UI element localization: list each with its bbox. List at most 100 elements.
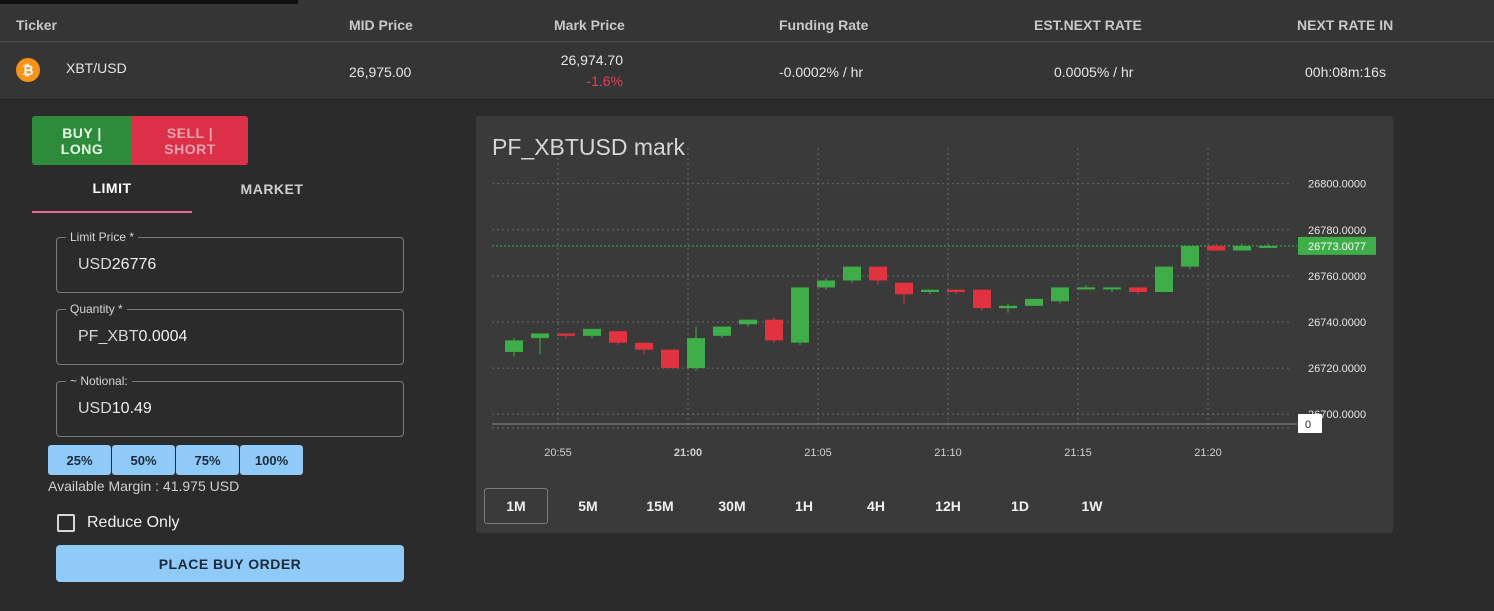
timeframe-5m-button[interactable]: 5M (556, 488, 620, 524)
next-rate-in-value: 00h:08m:16s (1305, 64, 1386, 80)
candle-body (635, 342, 653, 350)
y-tick-label: 26700.0000 (1308, 409, 1366, 421)
y-tick-label: 26800.0000 (1308, 179, 1366, 191)
candle-body (583, 328, 601, 336)
chart-title: PF_XBTUSD mark (492, 134, 685, 160)
notional-value: 10.49 (111, 400, 152, 417)
candle-body (895, 282, 913, 295)
available-margin: Available Margin : 41.975 USD (48, 478, 240, 494)
candle-body (1233, 245, 1251, 251)
candle-body (739, 319, 757, 325)
pct-75-button[interactable]: 75% (176, 445, 239, 475)
header-ticker: Ticker (16, 17, 57, 33)
x-tick-label: 21:00 (674, 447, 702, 459)
candle-body (1155, 266, 1173, 292)
candle-body (609, 331, 627, 343)
volume-zero-label: 0 (1305, 419, 1311, 431)
candle-body (973, 289, 991, 309)
chart-card: 26700.0000 26720.0000 26740.0000 26760.0000… (476, 116, 1393, 533)
header-mid-price: MID Price (349, 17, 413, 33)
last-price-tag (1298, 236, 1376, 255)
limit-price-prefix: USD (78, 256, 112, 273)
candle-body (1181, 245, 1199, 267)
pct-25-button[interactable]: 25% (48, 445, 111, 475)
y-tick-label: 26720.0000 (1308, 363, 1366, 375)
candle-body (557, 333, 575, 336)
mid-price-value: 26,975.00 (349, 64, 412, 80)
ticker-table: Ticker MID Price Mark Price Funding Rate… (0, 0, 1494, 100)
last-price-label: 26773.0077 (1308, 241, 1366, 253)
candlestick-chart[interactable]: 26700.0000 26720.0000 26740.0000 26760.0000… (476, 116, 1393, 476)
x-tick-label: 20:55 (544, 447, 572, 459)
notional-input[interactable]: USD10.49 (78, 400, 152, 418)
tab-limit[interactable]: LIMIT (32, 165, 192, 213)
candle-body (869, 266, 887, 281)
reduce-only-control[interactable]: Reduce Only (57, 514, 180, 532)
y-tick-label: 26760.0000 (1308, 271, 1366, 283)
reduce-only-checkbox[interactable] (57, 514, 75, 532)
x-tick-label: 21:05 (804, 447, 832, 459)
timeframe-1m-button[interactable]: 1M (484, 488, 548, 524)
candle-body (765, 319, 783, 341)
candle-body (999, 305, 1017, 309)
limit-price-value: 26776 (111, 256, 157, 273)
quantity-value: 0.0004 (138, 328, 188, 345)
pct-50-button[interactable]: 50% (112, 445, 175, 475)
order-type-tabs: LIMIT MARKET (32, 165, 352, 213)
notional-field[interactable]: ~ Notional: USD10.49 (56, 374, 404, 437)
limit-price-input[interactable]: USD26776 (78, 256, 156, 274)
timeframe-selector: 1M 5M 15M 30M 1H 4H 12H 1D 1W (484, 488, 1132, 524)
candle-body (1077, 287, 1095, 290)
mark-price-change: -1.6% (586, 73, 623, 89)
candle-body (843, 266, 861, 281)
candle-body (947, 289, 965, 292)
header-funding-rate: Funding Rate (779, 17, 869, 33)
candle-body (1025, 298, 1043, 306)
timeframe-1w-button[interactable]: 1W (1060, 488, 1124, 524)
timeframe-4h-button[interactable]: 4H (844, 488, 908, 524)
percent-buttons: 25% 50% 75% 100% (48, 445, 304, 475)
timeframe-12h-button[interactable]: 12H (916, 488, 980, 524)
x-tick-label: 21:15 (1064, 447, 1092, 459)
buy-long-button[interactable]: BUY | LONG (32, 116, 132, 165)
candle-body (1051, 287, 1069, 302)
candle-body (791, 287, 809, 343)
candle-body (505, 340, 523, 352)
timeframe-15m-button[interactable]: 15M (628, 488, 692, 524)
candle-body (661, 349, 679, 369)
bitcoin-icon: ₿ (16, 58, 40, 82)
quantity-prefix: PF_XBT (78, 328, 139, 345)
place-buy-order-button[interactable]: PLACE BUY ORDER (56, 545, 404, 582)
ticker-row[interactable]: ₿ XBT/USD 26,975.00 26,974.70 -1.6% -0.0… (0, 43, 1494, 100)
candle-body (817, 280, 835, 288)
timeframe-1h-button[interactable]: 1H (772, 488, 836, 524)
mark-price-value: 26,974.70 (560, 52, 623, 68)
timeframe-30m-button[interactable]: 30M (700, 488, 764, 524)
x-tick-label: 21:10 (934, 447, 962, 459)
quantity-field[interactable]: Quantity * PF_XBT0.0004 (56, 302, 404, 365)
top-accent-bar (0, 0, 298, 4)
ticker-header-row: Ticker MID Price Mark Price Funding Rate… (0, 6, 1494, 42)
side-toggle: BUY | LONG SELL | SHORT (32, 116, 248, 165)
candle-body (1259, 245, 1277, 248)
candle-body (1129, 287, 1147, 292)
quantity-input[interactable]: PF_XBT0.0004 (78, 328, 187, 346)
timeframe-1d-button[interactable]: 1D (988, 488, 1052, 524)
pct-100-button[interactable]: 100% (240, 445, 303, 475)
candle-body (1103, 287, 1121, 290)
header-mark-price: Mark Price (554, 17, 625, 33)
header-next-rate-in: NEXT RATE IN (1297, 17, 1394, 33)
quantity-label: Quantity * (66, 302, 127, 316)
limit-price-label: Limit Price * (66, 230, 139, 244)
funding-rate-value: -0.0002% / hr (779, 64, 864, 80)
ticker-symbol: XBT/USD (66, 60, 127, 76)
y-tick-label: 26740.0000 (1308, 317, 1366, 329)
header-est-next-rate: EST.NEXT RATE (1034, 17, 1142, 33)
x-tick-label: 21:20 (1194, 447, 1222, 459)
y-tick-label: 26780.0000 (1308, 225, 1366, 237)
sell-short-button[interactable]: SELL | SHORT (132, 116, 248, 165)
est-next-rate-value: 0.0005% / hr (1054, 64, 1134, 80)
tab-market[interactable]: MARKET (240, 181, 304, 197)
limit-price-field[interactable]: Limit Price * USD26776 (56, 230, 404, 293)
